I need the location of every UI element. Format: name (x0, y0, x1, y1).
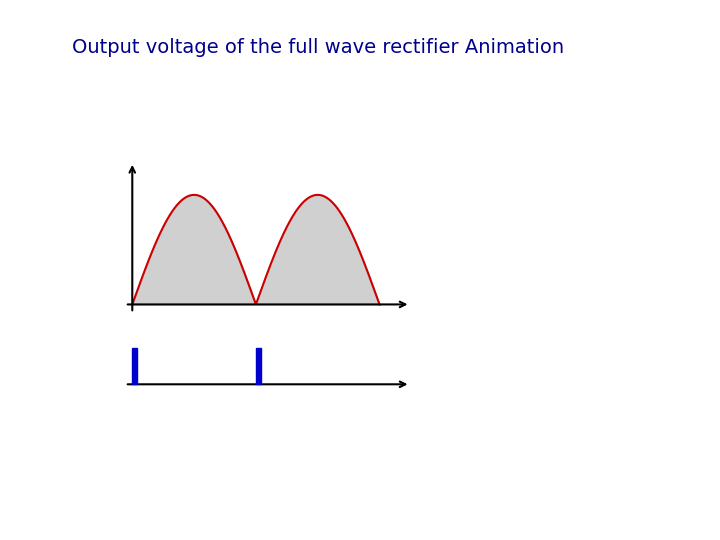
Bar (256, 348, 261, 384)
Text: Output voltage of the full wave rectifier Animation: Output voltage of the full wave rectifie… (72, 38, 564, 57)
Bar (132, 348, 138, 384)
